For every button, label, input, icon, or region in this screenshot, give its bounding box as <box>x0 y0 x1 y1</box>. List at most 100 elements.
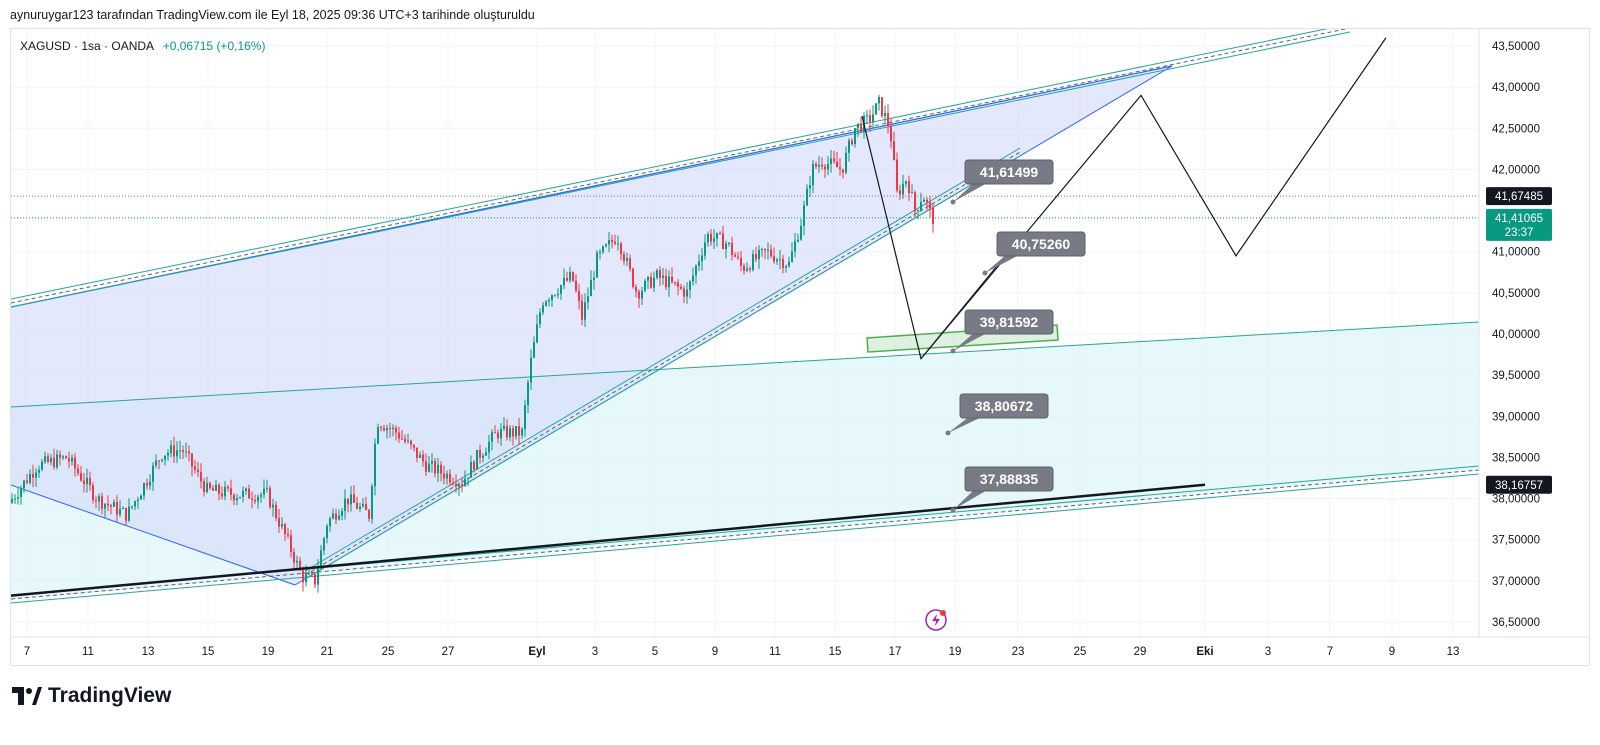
candle-body <box>824 166 826 170</box>
candle-body <box>803 205 805 226</box>
time-tick-label: 3 <box>592 646 598 658</box>
price-axis: 43,50000 43,00000 42,50000 42,00000 41,00000… <box>11 29 1590 638</box>
candle-body <box>635 286 637 292</box>
candle-body <box>311 573 313 575</box>
candle-body <box>185 451 187 453</box>
candle-body <box>797 239 799 242</box>
price-callout[interactable]: 39,81592 <box>950 309 1054 354</box>
candle-body <box>686 289 688 297</box>
candle-body <box>524 405 526 429</box>
candle-body <box>443 473 445 479</box>
candle-body <box>728 242 730 244</box>
callout-label: 41,61499 <box>980 164 1039 180</box>
candle-body <box>308 573 310 575</box>
candle-body <box>449 473 451 483</box>
candle-body <box>32 474 34 478</box>
candle-body <box>413 444 415 448</box>
candle-series <box>11 94 934 593</box>
candle-body <box>632 268 634 287</box>
rising-channel-lower <box>304 155 1021 580</box>
candle-body <box>173 445 175 457</box>
candle-body <box>26 480 28 483</box>
candle-body <box>203 481 205 493</box>
time-tick-label: 25 <box>1074 646 1087 658</box>
candle-body <box>773 256 775 262</box>
candle-body <box>779 258 781 260</box>
candle-body <box>152 465 154 482</box>
candle-body <box>713 238 715 242</box>
candle-body <box>395 427 397 433</box>
candle-body <box>743 265 745 271</box>
candle-body <box>359 506 361 509</box>
tradingview-logo[interactable]: TradingView <box>12 684 171 708</box>
candle-body <box>410 440 412 445</box>
time-tick-label: 27 <box>442 646 455 658</box>
callout-box <box>964 466 1054 492</box>
price-tick-label: 38,50000 <box>1492 452 1540 464</box>
candle-body <box>161 459 163 461</box>
candle-body <box>725 243 727 250</box>
candle-body <box>614 241 616 244</box>
candle-body <box>74 457 76 469</box>
callout-box <box>964 309 1054 335</box>
candle-body <box>20 488 22 498</box>
candle-body <box>110 505 112 507</box>
price-tick-label: 41,00000 <box>1492 247 1540 259</box>
candle-body <box>293 552 295 563</box>
candle-body <box>905 181 907 184</box>
callout-pointer <box>985 254 1021 273</box>
candle-body <box>290 535 292 553</box>
price-callout[interactable]: 40,75260 <box>982 231 1086 276</box>
price-tick-label: 39,50000 <box>1492 370 1540 382</box>
price-callout[interactable]: 37,88835 <box>950 466 1054 513</box>
candle-body <box>77 468 79 474</box>
candle-body <box>530 357 532 383</box>
flash-icon[interactable] <box>925 609 947 631</box>
candle-body <box>920 202 922 211</box>
candle-body <box>239 496 241 499</box>
candle-body <box>479 450 481 458</box>
symbol-name[interactable]: XAGUSD · 1sa · OANDA <box>20 39 154 53</box>
candle-body <box>512 428 514 437</box>
candle-body <box>893 141 895 160</box>
candle-body <box>809 185 811 189</box>
candle-body <box>827 163 829 170</box>
time-tick-label: 9 <box>1389 646 1395 658</box>
callout-label: 38,80672 <box>975 398 1034 414</box>
upper-channel-mid <box>11 29 1348 304</box>
candle-body <box>374 443 376 487</box>
candle-body <box>446 473 448 479</box>
candle-body <box>734 254 736 257</box>
candle-body <box>65 456 67 459</box>
price-callout[interactable]: 38,80672 <box>945 393 1049 436</box>
candle-body <box>140 495 142 500</box>
candle-body <box>665 275 667 288</box>
black-trend-line <box>11 483 1206 597</box>
candle-body <box>869 115 871 123</box>
lower-channel-mid <box>11 469 1479 600</box>
candle-body <box>500 428 502 439</box>
candle-body <box>194 466 196 470</box>
candle-body <box>662 275 664 278</box>
callout-label: 39,81592 <box>980 314 1039 330</box>
candle-body <box>392 427 394 430</box>
candle-body <box>329 518 331 527</box>
candle-body <box>746 268 748 271</box>
price-callout[interactable]: 41,61499 <box>950 159 1054 205</box>
candle-body <box>107 503 109 506</box>
candle-body <box>815 163 817 167</box>
time-tick-label: 15 <box>202 646 215 658</box>
candle-body <box>407 440 409 442</box>
price-tick-label: 43,00000 <box>1492 82 1540 94</box>
candle-body <box>842 169 844 173</box>
wedge-left-edge <box>11 484 296 586</box>
price-tick-label: 37,50000 <box>1492 535 1540 547</box>
time-tick-label: 13 <box>1447 646 1460 658</box>
candle-body <box>929 202 931 209</box>
candle-body <box>245 488 247 491</box>
candle-body <box>44 456 46 462</box>
candle-body <box>272 504 274 508</box>
candle-body <box>332 513 334 519</box>
candle-body <box>260 494 262 497</box>
